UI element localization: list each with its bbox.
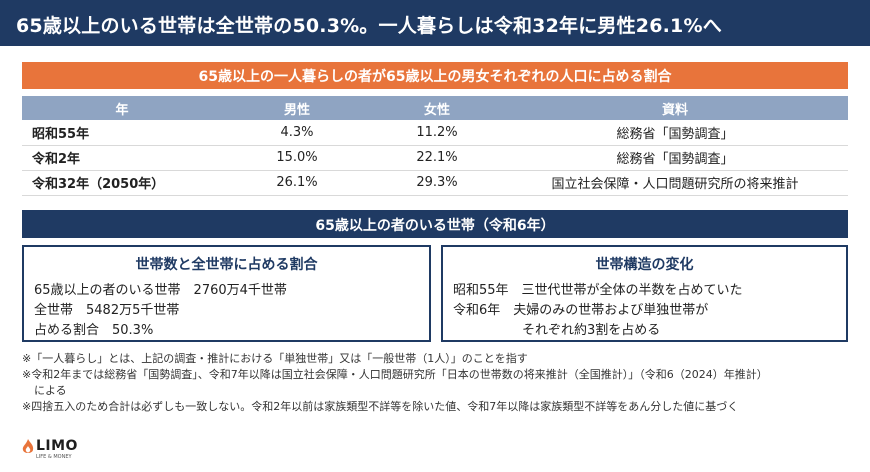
household-structure-line: それぞれ約3割を占める	[522, 323, 661, 338]
cell-year: 令和2年	[22, 145, 222, 171]
cell-year: 昭和55年	[22, 120, 222, 146]
section2-title-bar: 65歳以上の者のいる世帯（令和6年）	[22, 210, 848, 238]
household-count-line: 65歳以上の者のいる世帯 2760万4千世帯	[34, 283, 287, 298]
logo-wordmark: LIMO	[36, 438, 78, 454]
household-count-line: 占める割合 50.3%	[34, 323, 154, 338]
cell-male: 26.1%	[222, 170, 372, 196]
section1-title: 65歳以上の一人暮らしの者が65歳以上の男女それぞれの人口に占める割合	[198, 69, 672, 85]
column-header-male: 男性	[222, 96, 372, 120]
cell-year: 令和32年（2050年）	[22, 170, 222, 196]
cell-source: 総務省「国勢調査」	[502, 120, 848, 146]
household-structure-line: 令和6年 夫婦のみの世帯および単独世帯が	[453, 303, 709, 318]
table-row: 令和2年 15.0% 22.1% 総務省「国勢調査」	[22, 145, 848, 171]
section1-title-bar: 65歳以上の一人暮らしの者が65歳以上の男女それぞれの人口に占める割合	[22, 62, 848, 89]
cell-female: 22.1%	[372, 145, 502, 171]
cell-male: 4.3%	[222, 120, 372, 146]
header-bar: 65歳以上のいる世帯は全世帯の50.3%。一人暮らしは令和32年に男性26.1%…	[0, 0, 870, 46]
footnote: ※四捨五入のため合計は必ずしも一致しない。令和2年以前は家族類型不詳等を除いた値…	[22, 400, 739, 413]
household-count-box: 世帯数と全世帯に占める割合 65歳以上の者のいる世帯 2760万4千世帯 全世帯…	[22, 245, 431, 342]
table-row: 昭和55年 4.3% 11.2% 総務省「国勢調査」	[22, 120, 848, 146]
table-header-row: 年 男性 女性 資料	[22, 96, 848, 120]
page-title: 65歳以上のいる世帯は全世帯の50.3%。一人暮らしは令和32年に男性26.1%…	[16, 15, 722, 37]
cell-source: 国立社会保障・人口問題研究所の将来推計	[502, 170, 848, 196]
column-header-source: 資料	[502, 96, 848, 120]
table-row: 令和32年（2050年） 26.1% 29.3% 国立社会保障・人口問題研究所の…	[22, 170, 848, 196]
cell-female: 29.3%	[372, 170, 502, 196]
household-structure-box: 世帯構造の変化 昭和55年 三世代世帯が全体の半数を占めていた 令和6年 夫婦の…	[441, 245, 848, 342]
cell-source: 総務省「国勢調査」	[502, 145, 848, 171]
footnotes: ※「一人暮らし」とは、上記の調査・推計における「単独世帯」又は「一般世帯（1人）…	[22, 351, 852, 415]
column-header-year: 年	[22, 96, 222, 120]
flame-icon	[22, 439, 34, 453]
cell-female: 11.2%	[372, 120, 502, 146]
footnote: による	[34, 384, 67, 397]
household-count-line: 全世帯 5482万5千世帯	[34, 303, 180, 318]
single-household-table: 年 男性 女性 資料 昭和55年 4.3% 11.2% 総務省「国勢調査」 令和…	[22, 96, 848, 196]
logo-tagline: LIFE & MONEY	[36, 454, 72, 460]
household-structure-title: 世帯構造の変化	[595, 257, 694, 273]
household-count-title: 世帯数と全世帯に占める割合	[135, 257, 318, 273]
household-structure-line: 昭和55年 三世代世帯が全体の半数を占めていた	[453, 283, 743, 298]
footnote: ※「一人暮らし」とは、上記の調査・推計における「単独世帯」又は「一般世帯（1人）…	[22, 352, 528, 365]
limo-logo: LIMO LIFE & MONEY	[22, 436, 82, 464]
column-header-female: 女性	[372, 96, 502, 120]
cell-male: 15.0%	[222, 145, 372, 171]
footnote: ※令和2年までは総務省「国勢調査」、令和7年以降は国立社会保障・人口問題研究所「…	[22, 368, 768, 381]
section2-title: 65歳以上の者のいる世帯（令和6年）	[315, 218, 555, 234]
